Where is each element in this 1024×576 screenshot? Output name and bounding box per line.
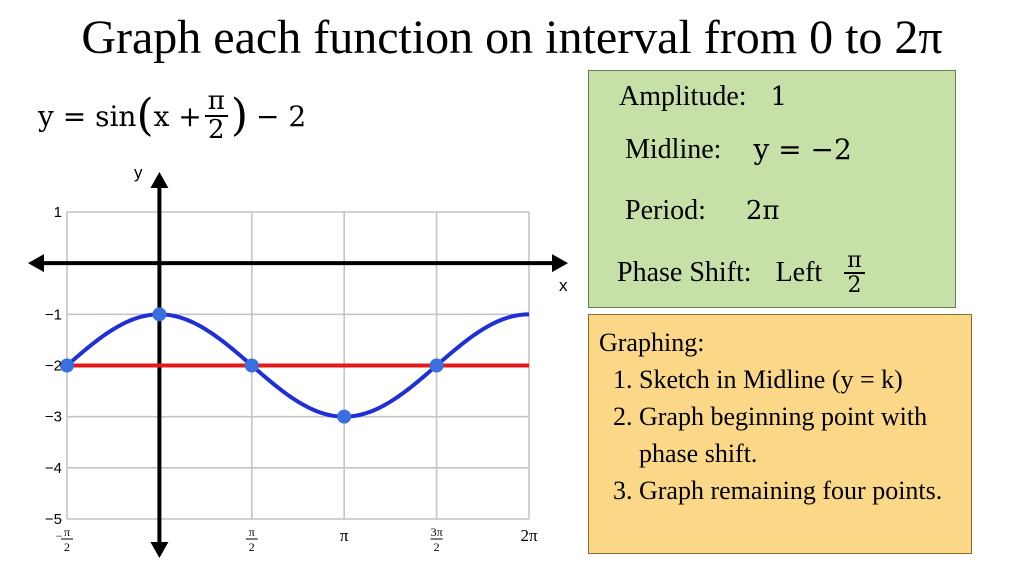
page-title: Graph each function on interval from 0 t… — [81, 11, 943, 64]
key-point — [152, 307, 167, 322]
x-axis-left-arrow — [28, 254, 44, 273]
y-tick-label: 1 — [54, 204, 62, 221]
equation-inner: x + — [153, 99, 202, 133]
equation-fraction: π 2 — [204, 87, 228, 146]
chart-axes: xy — [28, 163, 568, 558]
x-tick-label: 2π — [520, 526, 538, 545]
y-axis-down-arrow — [150, 542, 169, 558]
fraction-denominator: 2 — [208, 115, 225, 146]
key-point — [429, 358, 444, 373]
graphing-step: Sketch in Midline (y = k) — [639, 361, 971, 398]
phase-numerator: π — [844, 249, 865, 275]
fraction-numerator: π — [204, 87, 228, 118]
chart-series — [65, 312, 530, 419]
key-point — [244, 358, 259, 373]
function-equation: y = sin ( x + π 2 ) − 2 — [38, 87, 307, 146]
y-tick-label: −1 — [45, 306, 62, 323]
chart-points — [60, 307, 444, 424]
phase-shift-row: Phase Shift: Left π 2 — [617, 249, 868, 297]
amplitude-value: 1 — [770, 82, 788, 112]
x-tick-label-denominator: 2 — [249, 540, 255, 554]
x-tick-label-numerator: 3π — [431, 525, 443, 539]
x-axis-label: x — [559, 276, 568, 295]
y-axis-up-arrow — [150, 172, 169, 188]
key-point — [337, 409, 352, 424]
x-tick-label-numerator: π — [64, 525, 70, 539]
properties-box: Amplitude: 1 Midline: y = −2 Period: 2π … — [588, 70, 956, 308]
graphing-step: Graph remaining four points. — [639, 472, 971, 509]
amplitude-row: Amplitude: 1 — [619, 81, 787, 113]
x-tick-label-denominator: 2 — [64, 540, 70, 554]
graphing-steps-box: Graphing: Sketch in Midline (y = k) Grap… — [588, 314, 972, 554]
phase-shift-label: Phase Shift: — [617, 257, 752, 289]
key-point — [60, 358, 74, 373]
open-paren: ( — [136, 90, 154, 142]
y-tick-label: −5 — [45, 511, 62, 528]
period-label: Period: — [625, 195, 706, 226]
y-tick-label: −3 — [45, 409, 62, 426]
equation-suffix: − 2 — [256, 99, 307, 133]
midline-row: Midline: y = −2 — [625, 133, 852, 166]
amplitude-label: Amplitude: — [619, 81, 747, 112]
phase-shift-fraction: π 2 — [844, 249, 865, 299]
y-tick-label: −2 — [45, 358, 62, 375]
graphing-heading: Graphing: — [599, 328, 705, 357]
y-tick-label: −4 — [45, 460, 62, 477]
y-axis-label: y — [134, 163, 143, 182]
equation-prefix: y = sin — [38, 99, 137, 133]
phase-shift-direction: Left — [775, 257, 823, 289]
graphing-steps-list: Sketch in Midline (y = k) Graph beginnin… — [599, 361, 971, 509]
x-tick-label-sign: − — [56, 529, 63, 543]
x-tick-label: π — [340, 526, 349, 545]
phase-denominator: 2 — [847, 273, 862, 299]
close-paren: ) — [230, 90, 249, 142]
x-tick-label-numerator: π — [249, 525, 255, 539]
x-tick-label-denominator: 2 — [434, 540, 440, 554]
period-value: 2π — [745, 196, 780, 226]
x-axis-right-arrow — [552, 254, 568, 273]
graphing-step: Graph beginning point with phase shift. — [639, 398, 971, 472]
midline-value: y = −2 — [753, 133, 852, 166]
period-row: Period: 2π — [625, 195, 780, 227]
midline-label: Midline: — [625, 133, 722, 165]
sine-curve-series — [65, 312, 530, 419]
